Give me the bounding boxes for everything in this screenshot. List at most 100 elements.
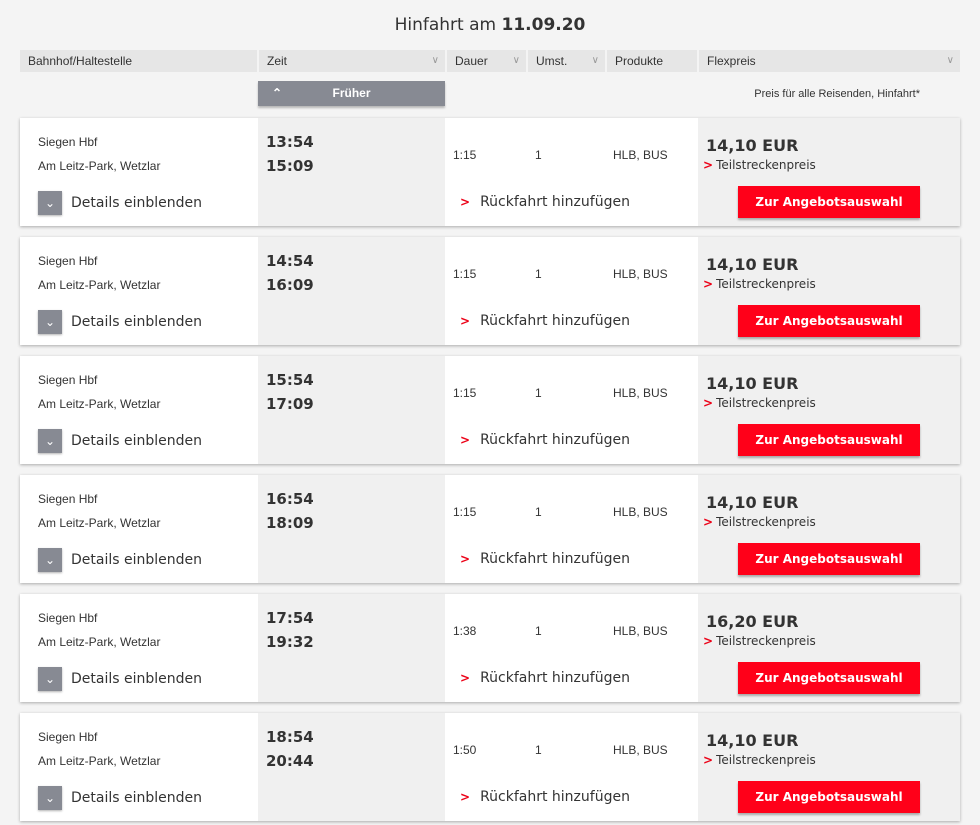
departure-time: 14:54 <box>266 252 314 270</box>
changes: 1 <box>535 743 542 757</box>
return-label: Rückfahrt hinzufügen <box>480 551 630 567</box>
chevron-down-icon: ⌄ <box>38 429 62 453</box>
return-label: Rückfahrt hinzufügen <box>480 432 630 448</box>
price: 14,10 EUR <box>706 493 799 512</box>
column-header-time[interactable]: Zeit ∨ <box>259 50 445 72</box>
price: 16,20 EUR <box>706 612 799 631</box>
departure-time: 13:54 <box>266 133 314 151</box>
column-header-flexprice[interactable]: Flexpreis ∨ <box>699 50 960 72</box>
partial-price-link[interactable]: > Teilstreckenpreis <box>703 277 816 291</box>
column-header-station: Bahnhof/Haltestelle <box>20 50 257 72</box>
column-header-changes[interactable]: Umst. ∨ <box>528 50 605 72</box>
chevron-down-icon: ∨ <box>512 55 520 66</box>
select-offer-button[interactable]: Zur Angebotsauswahl <box>738 781 920 813</box>
duration: 1:15 <box>453 505 477 519</box>
connection-row: Siegen Hbf Am Leitz-Park, Wetzlar 13:54 … <box>20 118 960 226</box>
details-toggle[interactable]: ⌄ Details einblenden <box>38 310 202 334</box>
time-column <box>258 594 445 702</box>
return-label: Rückfahrt hinzufügen <box>480 313 630 329</box>
products: HLB, BUS <box>613 624 668 638</box>
chevron-right-icon: > <box>703 753 714 767</box>
chevron-right-icon: > <box>703 396 714 410</box>
price: 14,10 EUR <box>706 255 799 274</box>
select-offer-button[interactable]: Zur Angebotsauswahl <box>738 662 920 694</box>
time-column <box>258 356 445 464</box>
add-return-link[interactable]: > Rückfahrt hinzufügen <box>460 194 630 210</box>
earlier-label: Früher <box>332 86 371 100</box>
details-toggle[interactable]: ⌄ Details einblenden <box>38 429 202 453</box>
chevron-right-icon: > <box>460 195 471 209</box>
chevron-right-icon: > <box>460 552 471 566</box>
duration: 1:15 <box>453 386 477 400</box>
chevron-down-icon: ⌄ <box>38 786 62 810</box>
changes: 1 <box>535 386 542 400</box>
chevron-down-icon: ⌄ <box>38 548 62 572</box>
column-header-duration[interactable]: Dauer ∨ <box>447 50 526 72</box>
departure-station: Siegen Hbf <box>38 730 98 744</box>
time-column <box>258 713 445 821</box>
details-label: Details einblenden <box>71 790 202 806</box>
products: HLB, BUS <box>613 743 668 757</box>
partial-price-link[interactable]: > Teilstreckenpreis <box>703 396 816 410</box>
connection-row: Siegen Hbf Am Leitz-Park, Wetzlar 14:54 … <box>20 237 960 345</box>
duration: 1:38 <box>453 624 477 638</box>
products: HLB, BUS <box>613 267 668 281</box>
add-return-link[interactable]: > Rückfahrt hinzufügen <box>460 313 630 329</box>
select-offer-button[interactable]: Zur Angebotsauswahl <box>738 543 920 575</box>
price: 14,10 EUR <box>706 136 799 155</box>
partial-label: Teilstreckenpreis <box>716 158 816 172</box>
header-label: Flexpreis <box>707 54 756 68</box>
details-toggle[interactable]: ⌄ Details einblenden <box>38 548 202 572</box>
add-return-link[interactable]: > Rückfahrt hinzufügen <box>460 789 630 805</box>
partial-price-link[interactable]: > Teilstreckenpreis <box>703 753 816 767</box>
changes: 1 <box>535 624 542 638</box>
changes: 1 <box>535 505 542 519</box>
details-toggle[interactable]: ⌄ Details einblenden <box>38 667 202 691</box>
arrival-time: 17:09 <box>266 395 314 413</box>
connection-row: Siegen Hbf Am Leitz-Park, Wetzlar 17:54 … <box>20 594 960 702</box>
arrival-station: Am Leitz-Park, Wetzlar <box>38 159 161 173</box>
departure-time: 16:54 <box>266 490 314 508</box>
partial-price-link[interactable]: > Teilstreckenpreis <box>703 158 816 172</box>
details-label: Details einblenden <box>71 314 202 330</box>
details-label: Details einblenden <box>71 552 202 568</box>
header-label: Zeit <box>267 54 288 68</box>
arrival-station: Am Leitz-Park, Wetzlar <box>38 278 161 292</box>
connection-row: Siegen Hbf Am Leitz-Park, Wetzlar 15:54 … <box>20 356 960 464</box>
details-toggle[interactable]: ⌄ Details einblenden <box>38 786 202 810</box>
select-offer-button[interactable]: Zur Angebotsauswahl <box>738 424 920 456</box>
departure-station: Siegen Hbf <box>38 492 98 506</box>
departure-station: Siegen Hbf <box>38 135 98 149</box>
chevron-right-icon: > <box>460 790 471 804</box>
select-offer-button[interactable]: Zur Angebotsauswahl <box>738 305 920 337</box>
header-label: Umst. <box>536 54 568 68</box>
departure-time: 15:54 <box>266 371 314 389</box>
partial-label: Teilstreckenpreis <box>716 634 816 648</box>
earlier-button[interactable]: ⌃ Früher <box>258 81 445 106</box>
chevron-down-icon: ∨ <box>591 55 599 66</box>
add-return-link[interactable]: > Rückfahrt hinzufügen <box>460 432 630 448</box>
details-toggle[interactable]: ⌄ Details einblenden <box>38 191 202 215</box>
return-label: Rückfahrt hinzufügen <box>480 194 630 210</box>
chevron-down-icon: ∨ <box>431 55 439 66</box>
departure-station: Siegen Hbf <box>38 611 98 625</box>
column-header-products: Produkte <box>607 50 697 72</box>
duration: 1:15 <box>453 148 477 162</box>
partial-price-link[interactable]: > Teilstreckenpreis <box>703 634 816 648</box>
time-column <box>258 118 445 226</box>
chevron-down-icon: ⌄ <box>38 191 62 215</box>
chevron-right-icon: > <box>703 277 714 291</box>
chevron-right-icon: > <box>703 158 714 172</box>
title-prefix: Hinfahrt am <box>394 15 497 35</box>
partial-label: Teilstreckenpreis <box>716 396 816 410</box>
partial-label: Teilstreckenpreis <box>716 515 816 529</box>
partial-label: Teilstreckenpreis <box>716 753 816 767</box>
select-offer-button[interactable]: Zur Angebotsauswahl <box>738 186 920 218</box>
arrival-station: Am Leitz-Park, Wetzlar <box>38 754 161 768</box>
add-return-link[interactable]: > Rückfahrt hinzufügen <box>460 551 630 567</box>
chevron-right-icon: > <box>703 515 714 529</box>
partial-price-link[interactable]: > Teilstreckenpreis <box>703 515 816 529</box>
products: HLB, BUS <box>613 386 668 400</box>
connection-row: Siegen Hbf Am Leitz-Park, Wetzlar 16:54 … <box>20 475 960 583</box>
add-return-link[interactable]: > Rückfahrt hinzufügen <box>460 670 630 686</box>
